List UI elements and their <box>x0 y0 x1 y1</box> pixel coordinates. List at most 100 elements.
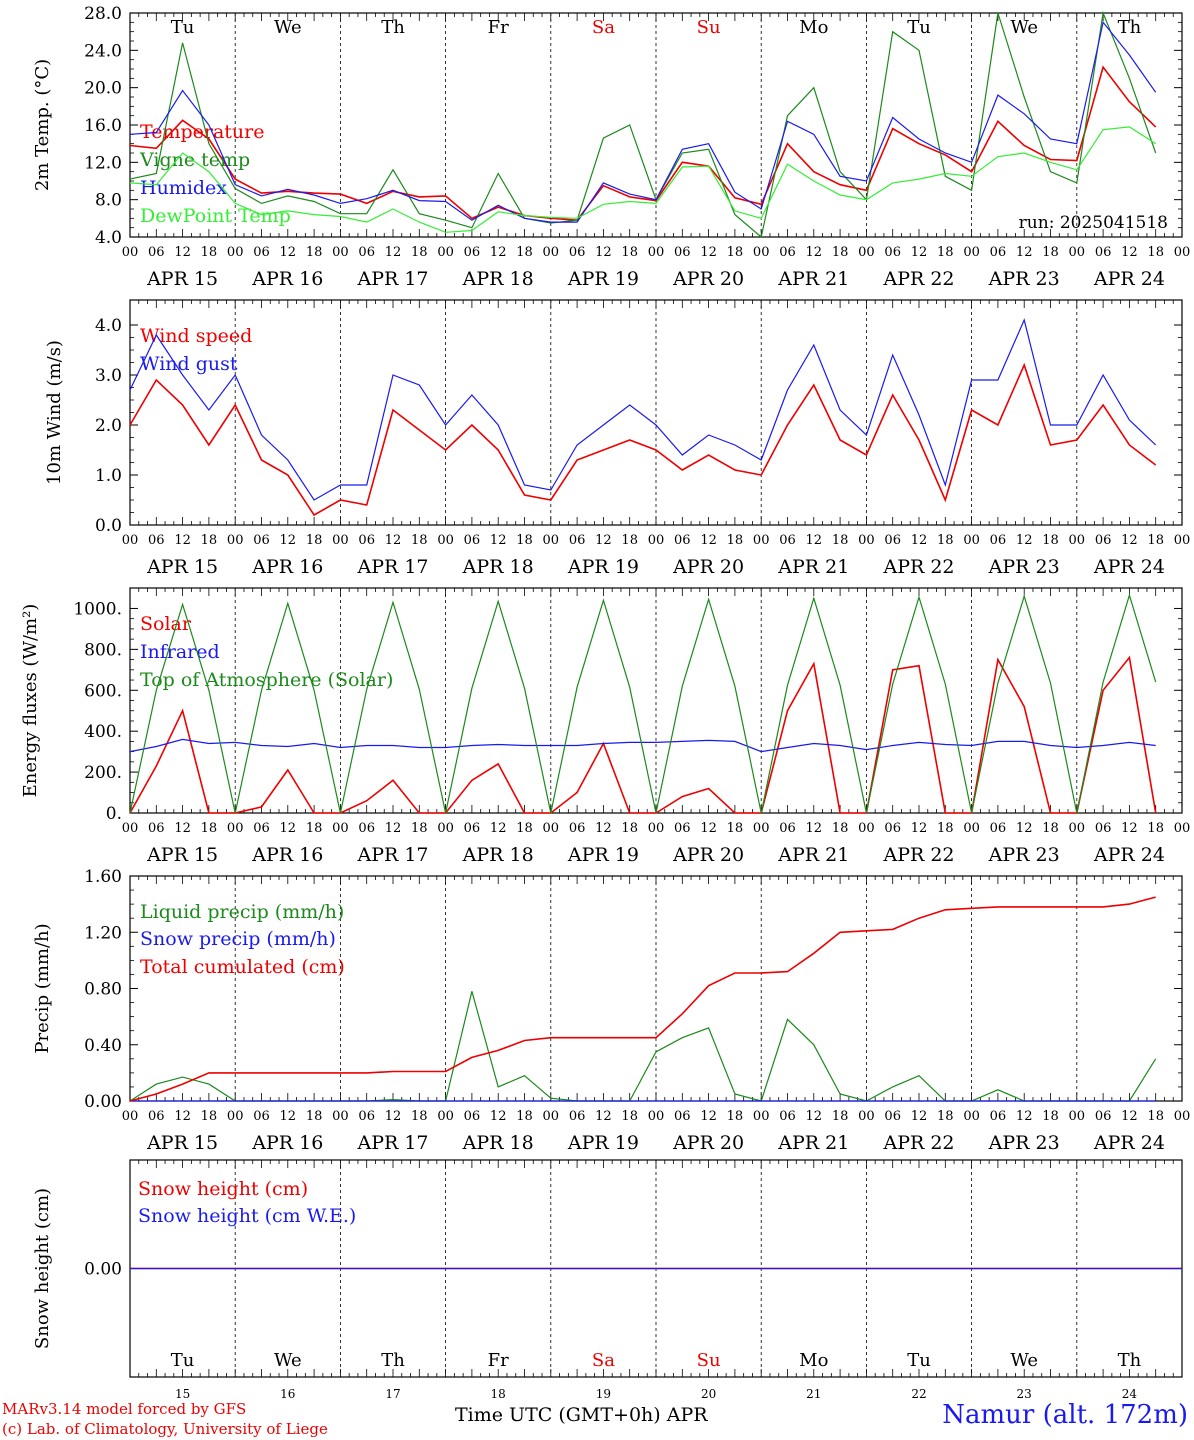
date-label: APR 17 <box>356 844 428 866</box>
weekday-label: Tu <box>171 1350 195 1371</box>
hour-tick-label: 00 <box>858 821 875 836</box>
hour-tick-label: 06 <box>884 821 901 836</box>
chart-panel-3: 0. 200. 400. 600. 800. 1000. Energy fluxes (W/… <box>20 587 1190 866</box>
hour-tick-label: 12 <box>490 821 507 836</box>
hour-tick-label: 18 <box>621 1109 638 1124</box>
hour-tick-label: 00 <box>437 533 454 548</box>
series-line-solar <box>129 655 1157 814</box>
hour-tick-label: 18 <box>727 1109 744 1124</box>
date-label: APR 24 <box>1093 556 1165 578</box>
y-tick-label: 0. <box>106 804 122 824</box>
weekday-label: Su <box>697 1350 721 1371</box>
y-axis-title: Precip (mm/h) <box>32 923 53 1053</box>
date-label: APR 21 <box>777 556 849 578</box>
hour-tick-label: 18 <box>937 533 954 548</box>
y-tick-label: 800. <box>84 640 122 660</box>
hour-tick-label: 18 <box>411 245 428 260</box>
hour-tick-label: 06 <box>779 1109 796 1124</box>
hour-tick-label: 00 <box>437 821 454 836</box>
hour-tick-label: 06 <box>253 245 270 260</box>
date-label: APR 20 <box>672 556 744 578</box>
hour-tick-label: 18 <box>832 1109 849 1124</box>
hour-tick-label: 18 <box>1147 533 1164 548</box>
series-line-liquid-precip-mm-h- <box>129 991 1157 1102</box>
y-tick-label: 0.80 <box>84 980 122 1000</box>
chart-panel-5: 0.00 Snow height (cm) Snow height (cm) Snow… <box>32 1159 1183 1401</box>
hour-tick-label: 12 <box>1121 821 1138 836</box>
date-label: APR 22 <box>882 268 954 290</box>
hour-tick-label: 00 <box>122 245 139 260</box>
y-tick-label: 24.0 <box>84 41 122 61</box>
y-tick-label: 1000. <box>73 599 122 619</box>
y-tick-label: 1.60 <box>84 867 122 887</box>
series-line-humidex <box>129 20 1157 223</box>
hour-tick-label: 18 <box>516 1109 533 1124</box>
date-label: APR 23 <box>988 844 1060 866</box>
weekday-label: We <box>274 1350 302 1371</box>
date-label: APR 19 <box>567 556 639 578</box>
hour-tick-label: 06 <box>464 1109 481 1124</box>
hour-tick-label: 12 <box>595 533 612 548</box>
legend-label: Liquid precip (mm/h) <box>140 901 344 923</box>
chart-panel-2: 0.0 1.0 2.0 3.0 4.0 10m Wind (m/s) Wind speed W… <box>44 299 1190 578</box>
hour-tick-label: 06 <box>1095 821 1112 836</box>
weekday-label: We <box>1010 17 1038 38</box>
hour-tick-label: 06 <box>990 821 1007 836</box>
date-label: APR 20 <box>672 268 744 290</box>
y-tick-label: 3.0 <box>95 366 122 386</box>
hour-tick-label: 06 <box>148 1109 165 1124</box>
hour-tick-label: 12 <box>385 245 402 260</box>
x-axis-title: Time UTC (GMT+0h) APR <box>455 1404 708 1426</box>
day-number-label: 18 <box>491 1387 506 1401</box>
hour-tick-label: 18 <box>727 821 744 836</box>
run-label: run: 2025041518 <box>1019 213 1168 233</box>
hour-tick-label: 18 <box>306 245 323 260</box>
weekday-label: Tu <box>907 17 931 38</box>
hour-tick-label: 00 <box>332 533 349 548</box>
hour-tick-label: 12 <box>1121 1109 1138 1124</box>
y-tick-label: 400. <box>84 722 122 742</box>
y-tick-label: 28.0 <box>84 4 122 24</box>
hour-tick-label: 12 <box>700 533 717 548</box>
hour-tick-label: 06 <box>464 533 481 548</box>
date-label: APR 18 <box>462 1132 534 1154</box>
series-line-vigne-temp <box>129 10 1157 239</box>
hour-tick-label: 00 <box>122 821 139 836</box>
hour-tick-label: 00 <box>437 1109 454 1124</box>
hour-tick-label: 06 <box>990 533 1007 548</box>
weekday-label: Th <box>1118 17 1142 38</box>
weekday-label: Su <box>697 17 721 38</box>
date-label: APR 18 <box>462 556 534 578</box>
hour-tick-label: 12 <box>911 1109 928 1124</box>
hour-tick-label: 18 <box>937 1109 954 1124</box>
hour-tick-label: 12 <box>1016 245 1033 260</box>
hour-tick-label: 00 <box>332 1109 349 1124</box>
hour-tick-label: 06 <box>464 245 481 260</box>
hour-tick-label: 12 <box>280 245 297 260</box>
hour-tick-label: 18 <box>937 821 954 836</box>
weekday-label: Th <box>381 17 405 38</box>
legend-label: Snow precip (mm/h) <box>140 928 336 950</box>
hour-tick-label: 12 <box>700 1109 717 1124</box>
hour-tick-label: 06 <box>358 821 375 836</box>
hour-tick-label: 18 <box>832 821 849 836</box>
weekday-label: We <box>1010 1350 1038 1371</box>
date-label: APR 15 <box>146 844 218 866</box>
date-label: APR 24 <box>1093 844 1165 866</box>
hour-tick-label: 12 <box>174 245 191 260</box>
legend-label: Wind speed <box>140 325 252 347</box>
hour-tick-label: 00 <box>437 245 454 260</box>
hour-tick-label: 06 <box>148 245 165 260</box>
hour-tick-label: 12 <box>490 1109 507 1124</box>
hour-tick-label: 18 <box>411 1109 428 1124</box>
hour-tick-label: 00 <box>543 821 560 836</box>
date-label: APR 17 <box>356 556 428 578</box>
lab-credit: (c) Lab. of Climatology, University of L… <box>2 1420 328 1438</box>
plot-frame <box>129 587 1183 814</box>
weekday-label: Tu <box>907 1350 931 1371</box>
y-tick-label: 2.0 <box>95 416 122 436</box>
y-tick-label: 20.0 <box>84 79 122 99</box>
y-tick-label: 4.0 <box>95 316 122 336</box>
date-label: APR 22 <box>882 844 954 866</box>
date-label: APR 16 <box>251 844 323 866</box>
